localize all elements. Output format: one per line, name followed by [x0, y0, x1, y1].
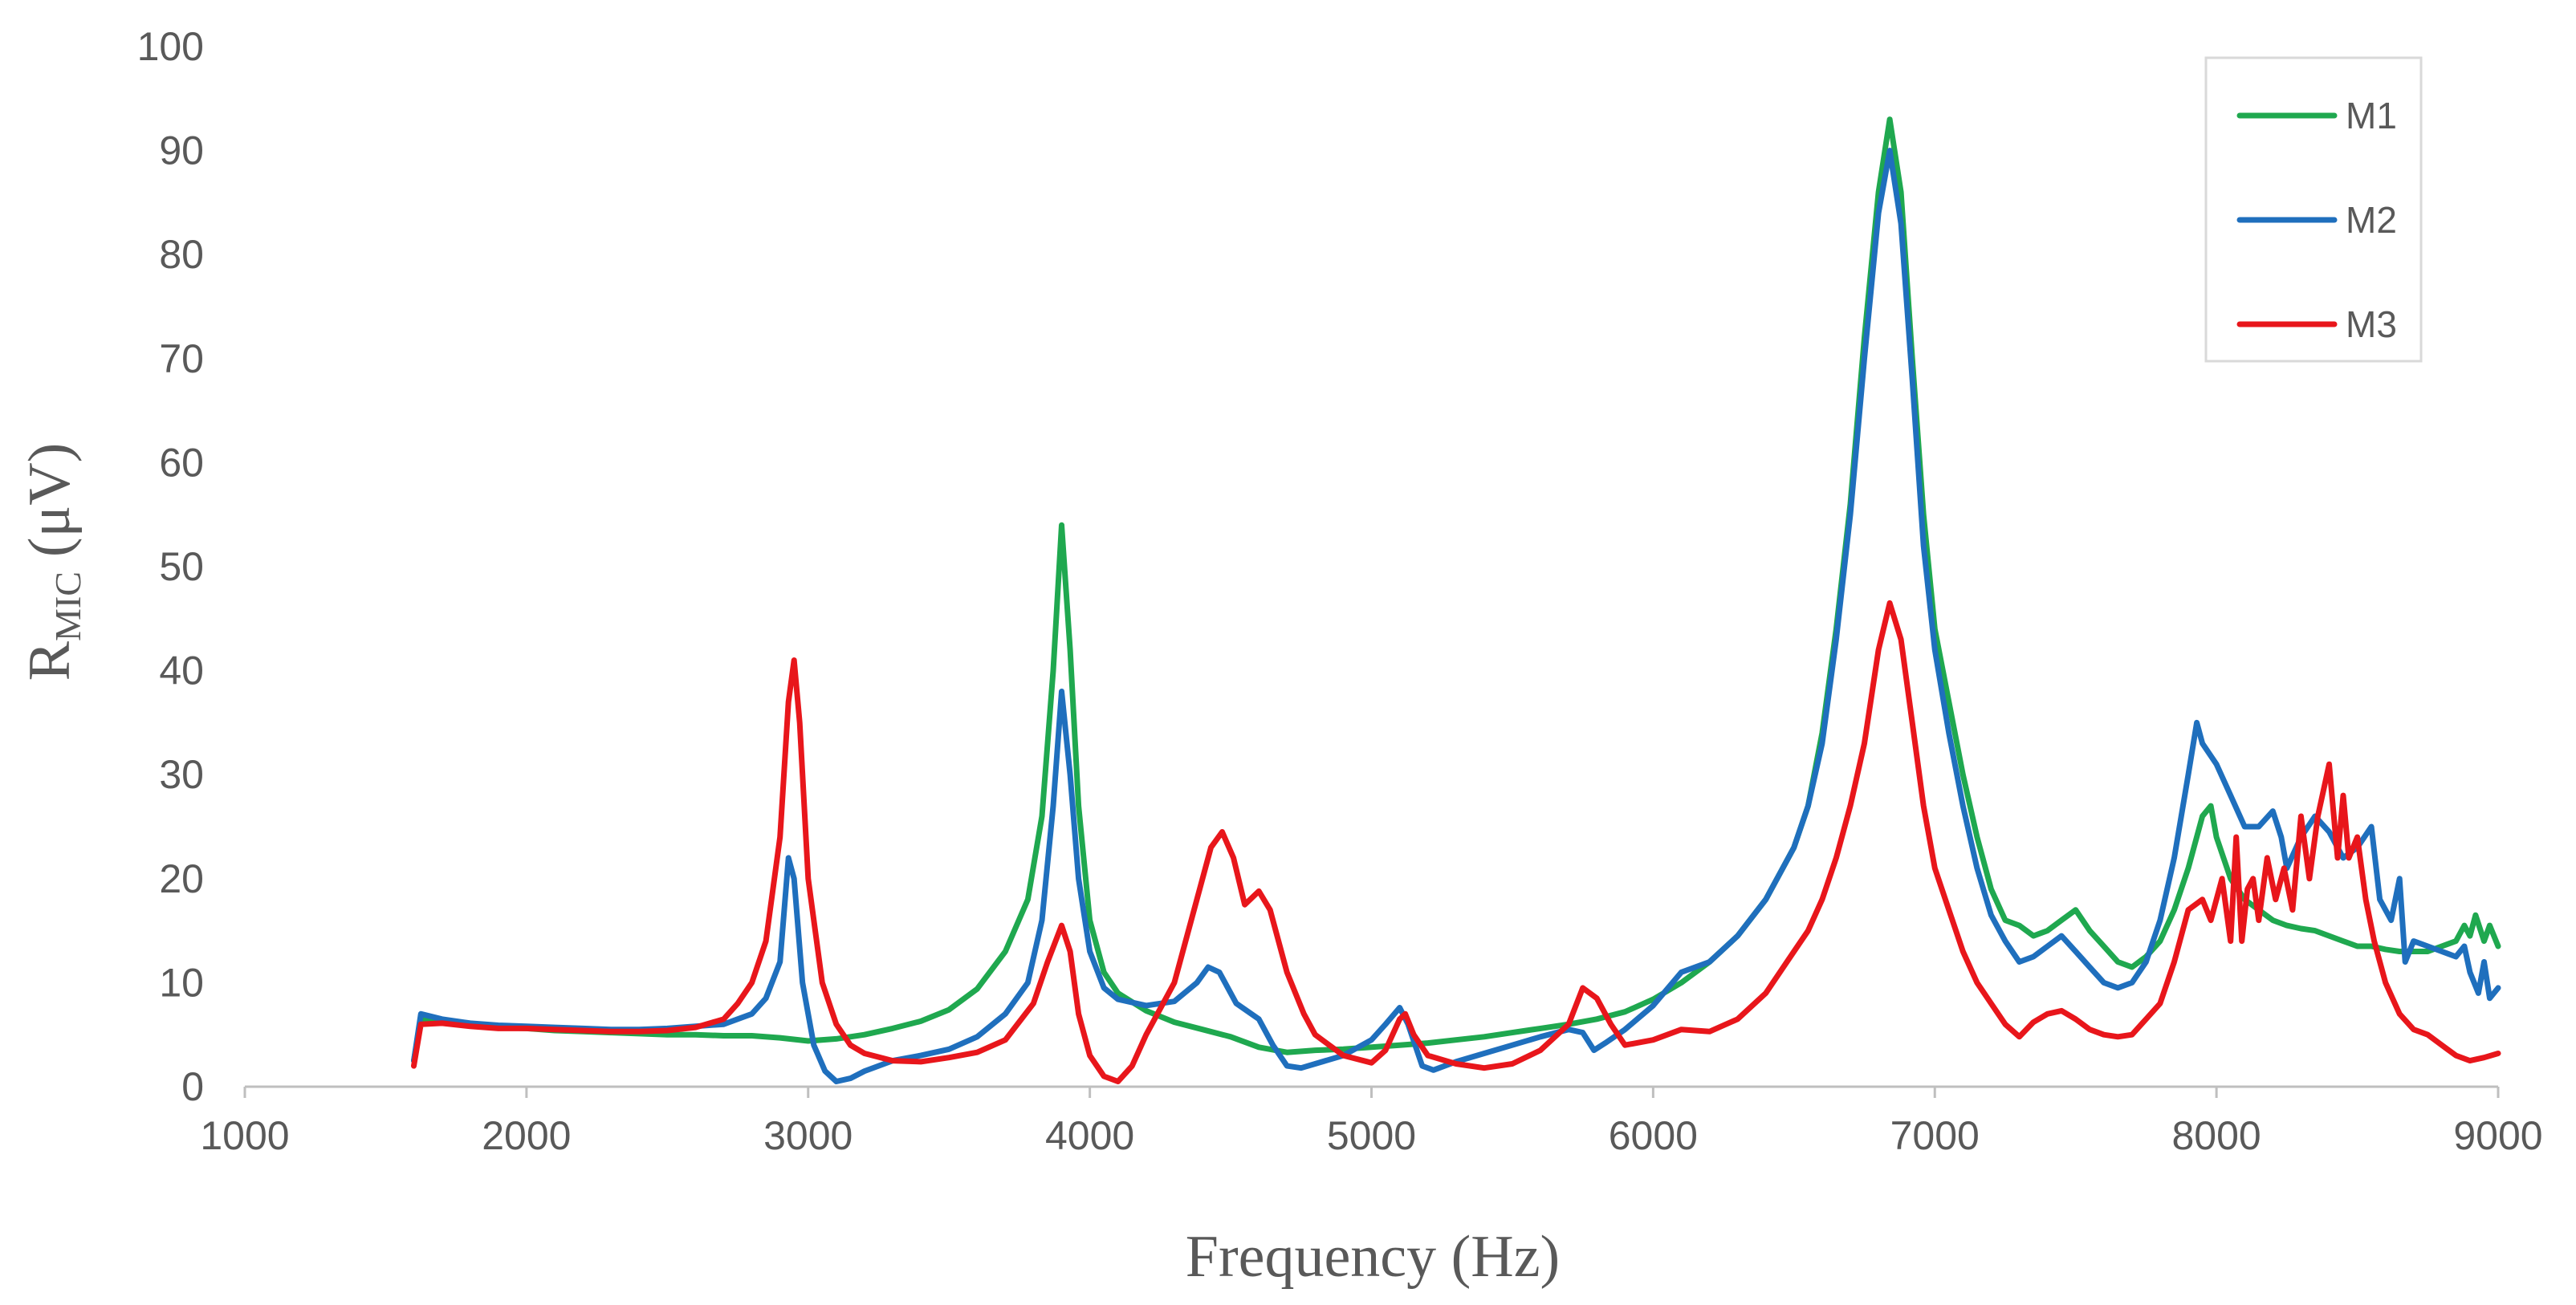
y-tick-label: 30 [159, 752, 204, 797]
y-tick-label: 80 [159, 232, 204, 277]
x-tick-label: 6000 [1609, 1113, 1698, 1158]
x-tick-label: 9000 [2453, 1113, 2542, 1158]
y-axis: 0 10 20 30 40 50 60 70 80 90 100 [137, 24, 204, 1109]
series-line-m3 [411, 600, 2501, 1084]
y-tick-label: 100 [137, 24, 204, 69]
x-tick-label: 7000 [1890, 1113, 1980, 1158]
legend: M1 M2 M3 [2204, 56, 2423, 363]
x-axis: 1000 2000 3000 4000 5000 6000 7000 8000 9000 [200, 1085, 2543, 1158]
legend-label-m2: M2 [2346, 199, 2397, 241]
y-axis-title-unit: (μV) [17, 443, 83, 557]
y-tick-label: 70 [159, 336, 204, 381]
y-tick-label: 60 [159, 440, 204, 485]
x-axis-title: Frequency (Hz) [1186, 1224, 1560, 1290]
legend-label-m1: M1 [2346, 95, 2397, 136]
y-tick-label: 20 [159, 856, 204, 901]
x-tick-label: 8000 [2172, 1113, 2261, 1158]
x-tick-label: 2000 [482, 1113, 571, 1158]
legend-box [2204, 56, 2423, 363]
legend-label-m3: M3 [2346, 303, 2397, 345]
y-tick-label: 0 [181, 1064, 204, 1109]
y-axis-title-main: R [17, 640, 83, 681]
x-tick-label: 5000 [1327, 1113, 1416, 1158]
y-tick-label: 40 [159, 648, 204, 693]
y-tick-label: 50 [159, 544, 204, 589]
x-tick-label: 3000 [763, 1113, 853, 1158]
x-tick-label: 1000 [200, 1113, 289, 1158]
series-line-m2 [411, 148, 2501, 1084]
x-tick-label: 4000 [1045, 1113, 1134, 1158]
y-tick-label: 90 [159, 128, 204, 173]
y-axis-title: RMIC (μV) [17, 443, 88, 681]
series-layer [411, 116, 2501, 1084]
y-axis-title-subscript: MIC [47, 571, 88, 641]
y-tick-label: 10 [159, 960, 204, 1005]
